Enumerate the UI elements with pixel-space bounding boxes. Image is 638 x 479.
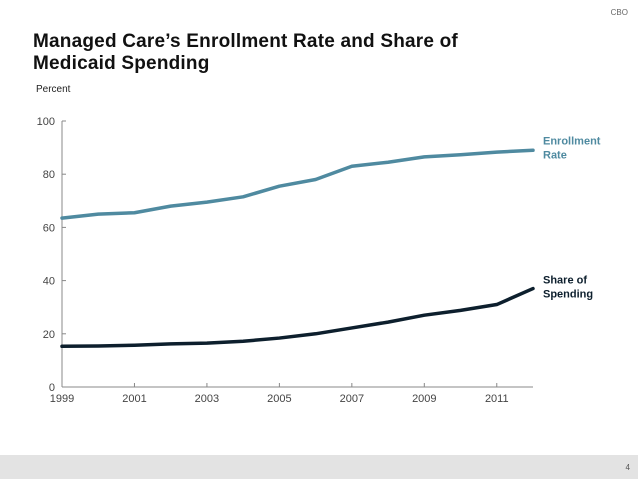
y-tick-label: 40 — [43, 276, 55, 288]
x-tick-label: 2009 — [412, 393, 436, 405]
x-tick-label: 2007 — [340, 393, 364, 405]
enrollment-rate-label: Enrollment — [543, 135, 601, 147]
page-number: 4 — [625, 463, 630, 472]
line-chart: 0 20 40 60 80 100 1999 2001 2003 2005 2007 2009 2011… — [37, 116, 601, 405]
x-tick-label: 1999 — [50, 393, 74, 405]
share-of-spending-label: Spending — [543, 289, 593, 301]
share-of-spending-line — [60, 286, 535, 349]
enrollment-rate-line — [60, 148, 535, 220]
footer-bar: 4 — [0, 455, 638, 479]
x-tick-label: 2003 — [195, 393, 219, 405]
y-tick-label: 0 — [49, 382, 55, 394]
title-line-1: Managed Care’s Enrollment Rate and Share… — [33, 31, 458, 52]
enrollment-rate-label: Rate — [543, 149, 567, 161]
x-tick-label: 2005 — [267, 393, 291, 405]
share-of-spending-label: Share of — [543, 275, 587, 287]
org-label: CBO — [610, 8, 628, 17]
y-tick-label: 100 — [37, 116, 55, 128]
slide-title: Managed Care’s Enrollment Rate and Share… — [33, 31, 458, 75]
y-axis-label: Percent — [36, 84, 71, 95]
x-tick-label: 2001 — [122, 393, 146, 405]
title-line-2: Medicaid Spending — [33, 53, 210, 74]
x-tick-label: 2011 — [485, 393, 509, 405]
y-tick-label: 60 — [43, 222, 55, 234]
y-tick-label: 20 — [43, 329, 55, 341]
y-tick-label: 80 — [43, 169, 55, 181]
